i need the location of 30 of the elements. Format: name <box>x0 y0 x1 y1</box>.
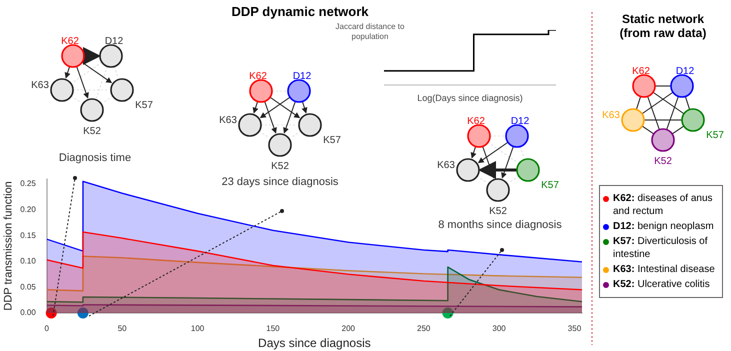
x-tick-label: 50 <box>118 324 128 334</box>
y-axis-title: DDP transmission function <box>2 181 15 311</box>
text: Diagnosis time <box>58 152 132 164</box>
y-tick-label: 0.20 <box>20 204 36 214</box>
x-tick-label: 100 <box>190 324 205 334</box>
annotation: 23 days since diagnosis <box>220 176 340 188</box>
x-tick-label: 350 <box>568 324 582 334</box>
x-tick-label: 150 <box>266 324 280 334</box>
annotation: K52 <box>489 206 508 217</box>
x-tick-label: 0 <box>44 324 50 334</box>
legend-label: K52: Ulcerative colitis <box>613 278 710 291</box>
x-tick-label: 300 <box>492 324 506 334</box>
chart-title: Jaccard distance to population <box>334 22 406 42</box>
network-diagram: K62 D12 K63 K57 K52 <box>437 116 559 217</box>
text: Static network (from raw data) <box>618 12 708 40</box>
legend-label: K63: Intestinal disease <box>613 263 715 276</box>
x-axis-title: Log(Days since diagnosis) <box>417 93 523 104</box>
y-tick-label: 0.15 <box>20 230 36 240</box>
annotation: K57 <box>541 180 560 191</box>
y-tick-label: 0.00 <box>20 308 36 318</box>
x-tick-label: 200 <box>342 324 356 334</box>
y-tick-label: 0.25 <box>20 179 36 188</box>
legend-label: D12: benign neoplasm <box>613 220 714 233</box>
y-tick-label: 0.10 <box>20 256 36 266</box>
x-tick-label: 250 <box>417 324 431 334</box>
annotation: 8 months since diagnosis <box>437 219 563 231</box>
legend-label: K57: Diverticulosis of intestine <box>613 235 709 261</box>
y-tick-label: 0.05 <box>20 282 36 292</box>
x-axis-title: Days since diagnosis <box>258 336 371 350</box>
text: DDP dynamic network <box>230 4 370 19</box>
